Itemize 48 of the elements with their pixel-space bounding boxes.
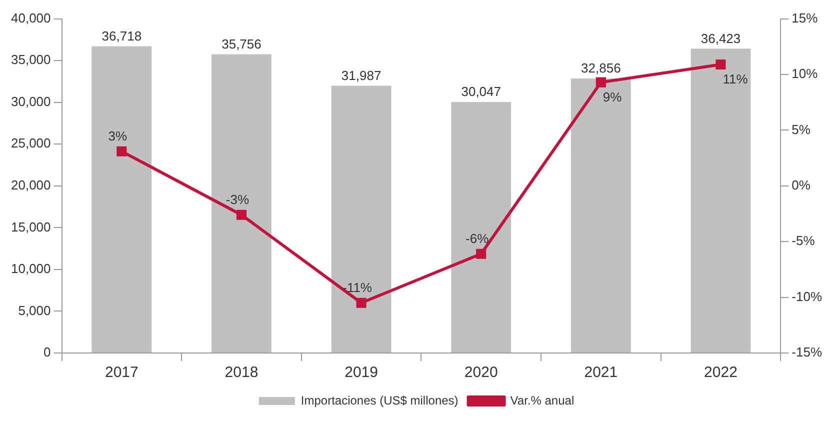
y-tick-label: 10,000: [10, 261, 51, 276]
data-label: 32,856: [581, 60, 621, 76]
data-label: 30,047: [461, 84, 501, 100]
x-tick-label: 2019: [344, 364, 378, 382]
x-tick-label: 2021: [584, 364, 618, 382]
bar: [690, 48, 751, 352]
data-label: -11%: [342, 280, 372, 295]
bar: [92, 46, 152, 352]
y-tick-label: 0: [44, 344, 51, 360]
data-label: 36,718: [102, 28, 142, 44]
data-label: 3%: [108, 128, 128, 144]
x-tick-label: 2020: [464, 364, 498, 382]
legend-label: Importaciones (US$ millones): [300, 393, 458, 408]
point: [236, 210, 247, 220]
point: [116, 146, 127, 156]
y2-tick-label: -10%: [792, 288, 822, 304]
bar: [570, 78, 631, 352]
bar: [451, 102, 512, 352]
y2-tick-label: 0%: [792, 177, 811, 192]
data-label: 11%: [722, 72, 748, 87]
point: [716, 59, 726, 70]
y-tick-label: 40,000: [10, 10, 51, 26]
y2-tick-label: 15%: [792, 10, 818, 26]
bar: [331, 86, 392, 352]
y2-tick-label: -5%: [792, 233, 816, 248]
y2-tick-label: 10%: [792, 66, 818, 82]
data-label: -3%: [226, 192, 250, 207]
point: [596, 77, 606, 88]
data-label: 9%: [602, 89, 622, 104]
y-tick-label: 5,000: [18, 302, 51, 318]
legend-label: Var.% anual: [510, 393, 574, 408]
x-tick-label: 2018: [224, 364, 258, 382]
y2-tick-label: 5%: [792, 122, 811, 137]
data-label: 36,423: [700, 30, 741, 46]
x-tick-label: 2022: [704, 364, 738, 382]
data-label: 31,987: [341, 68, 382, 83]
y2-tick-label: -15%: [792, 344, 822, 360]
y-tick-label: 35,000: [10, 52, 51, 68]
data-label: -6%: [466, 230, 490, 246]
y-tick-label: 20,000: [10, 177, 51, 192]
bar: [212, 54, 272, 352]
y-tick-label: 30,000: [10, 94, 51, 109]
point: [476, 248, 486, 259]
x-tick-label: 2017: [104, 364, 138, 382]
y-tick-label: 25,000: [10, 136, 51, 151]
data-label: 35,756: [222, 36, 262, 52]
point: [356, 298, 366, 308]
y-tick-label: 15,000: [10, 219, 51, 234]
